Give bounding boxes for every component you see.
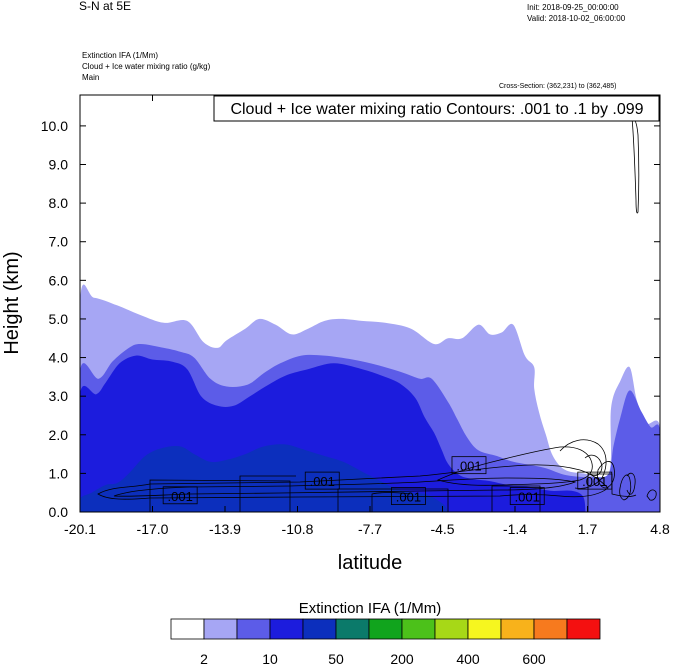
y-tick-label: 10.0	[41, 118, 68, 134]
axes: -20.1 -17.0 -13.9 -10.8 -7.7 -4.5 -1.4 1.7 4.8 0.…	[41, 95, 670, 537]
contour-line	[239, 475, 296, 512]
y-tick-label: 2.0	[49, 427, 69, 443]
contour-label: .001	[391, 487, 426, 505]
colorbar-swatch	[236, 618, 271, 640]
contour-line	[631, 117, 640, 214]
colorbar-label: 50	[328, 651, 344, 667]
contour-label-text: .001	[168, 489, 193, 504]
colorbar-swatch	[335, 618, 370, 640]
field-label-extinction: Extinction IFA (1/Mm)	[82, 51, 159, 60]
colorbar-label: 600	[522, 651, 546, 667]
y-tick-label: 9.0	[49, 157, 69, 173]
y-tick-label: 0.0	[49, 504, 69, 520]
contour-label-text: .001	[456, 459, 481, 474]
contour-line	[597, 461, 615, 489]
contour-line	[626, 472, 636, 495]
y-tick-label: 6.0	[49, 272, 69, 288]
contour-line	[337, 488, 449, 512]
x-tick-label: -7.7	[358, 521, 382, 537]
contour-line	[371, 492, 411, 512]
colorbar-label: 2	[200, 651, 208, 667]
colorbar-swatch	[434, 618, 469, 640]
contour-line	[436, 446, 593, 486]
y-tick-label: 8.0	[49, 195, 69, 211]
y-tick-label: 7.0	[49, 234, 69, 250]
contour-line	[97, 464, 609, 500]
y-tick-label: 4.0	[49, 350, 69, 366]
contour-line	[646, 489, 657, 501]
contour-label: .001	[577, 471, 613, 490]
mixing-ratio-contours	[97, 117, 657, 512]
y-tick-label: 3.0	[49, 388, 69, 404]
colorbar-swatch	[170, 618, 205, 640]
x-tick-label: -1.4	[503, 521, 527, 537]
contour-label: .001	[509, 487, 545, 505]
contour-line	[491, 485, 541, 512]
colorbar-swatch	[302, 618, 337, 640]
contour-label-text: .001	[396, 490, 421, 505]
valid-time: Valid: 2018-10-02_06:00:00	[527, 14, 626, 23]
colorbar-swatch	[533, 618, 568, 640]
colorbar-title: Extinction IFA (1/Mm)	[299, 600, 442, 617]
y-axis-label: Height (km)	[1, 251, 23, 354]
contour-line	[559, 439, 607, 489]
y-tick-label: 1.0	[49, 465, 69, 481]
colorbar-label: 10	[262, 651, 278, 667]
colorbar: 2 10 50 200 400 600	[170, 618, 601, 667]
contour-labels: .001 .001 .001 .001 .001 .001	[162, 456, 613, 505]
colorbar-swatch	[269, 618, 304, 640]
x-tick-label: 4.8	[650, 521, 670, 537]
contour-label-text: .001	[310, 474, 335, 489]
colorbar-swatch	[500, 618, 535, 640]
x-tick-label: -13.9	[209, 521, 241, 537]
x-tick-label: -20.1	[64, 521, 96, 537]
x-tick-label: -17.0	[137, 521, 169, 537]
field-label-main: Main	[82, 73, 100, 82]
shaded-fields	[80, 284, 660, 512]
y-tick-label: 5.0	[49, 311, 69, 327]
colorbar-label: 400	[456, 651, 480, 667]
init-time: Init: 2018-09-25_00:00:00	[527, 3, 619, 12]
colorbar-swatch	[368, 618, 403, 640]
x-tick-label: -10.8	[282, 521, 314, 537]
contour-label: .001	[304, 471, 340, 490]
colorbar-label: 200	[390, 651, 414, 667]
colorbar-swatch	[467, 618, 502, 640]
x-tick-label: 1.7	[578, 521, 598, 537]
contour-line	[584, 454, 603, 476]
contour-label-text: .001	[582, 474, 607, 489]
colorbar-swatch	[203, 618, 238, 640]
contour-info-box	[213, 95, 660, 122]
field-label-mixing-ratio: Cloud + Ice water mixing ratio (g/kg)	[82, 62, 211, 71]
contour-line	[619, 474, 632, 501]
contour-line	[149, 479, 291, 512]
colorbar-swatch	[401, 618, 436, 640]
x-axis-label: latitude	[338, 552, 403, 574]
x-tick-label: -4.5	[430, 521, 454, 537]
contour-label: .001	[162, 486, 198, 505]
colorbar-swatch	[566, 618, 601, 640]
cross-section-label: Cross-Section: (362,231) to (362,485)	[499, 83, 617, 90]
contour-info-text: Cloud + Ice water mixing ratio Contours:…	[230, 101, 643, 118]
contour-label-text: .001	[515, 490, 540, 505]
plot-title: S-N at 5E	[79, 0, 132, 13]
contour-label: .001	[451, 456, 487, 475]
